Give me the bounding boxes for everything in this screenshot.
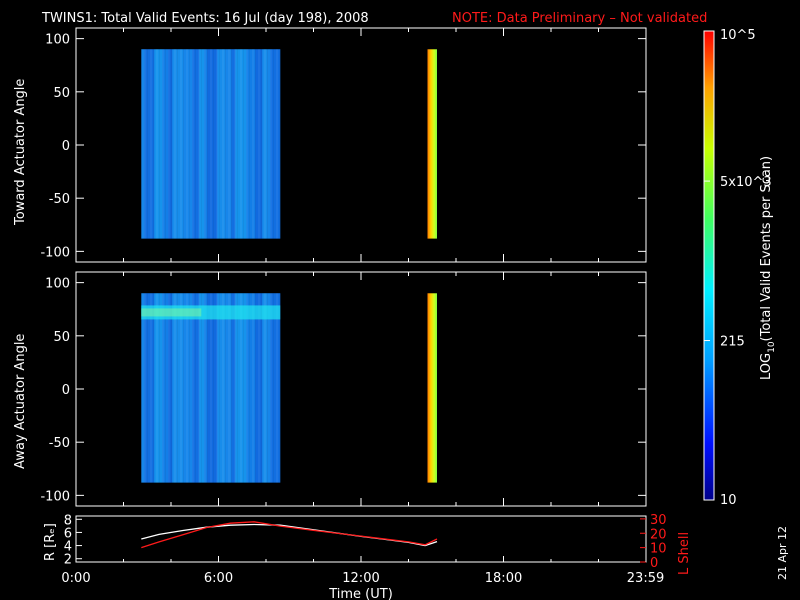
heatmap-band-peak bbox=[141, 308, 202, 317]
y-tick-label: 0 bbox=[62, 383, 70, 398]
y-tick-label: 100 bbox=[45, 277, 70, 292]
y-tick-label: -100 bbox=[40, 245, 70, 260]
left-y-tick-label: 6 bbox=[64, 526, 72, 541]
colorbar-tick-label: 215 bbox=[720, 335, 745, 350]
x-tick-label: 12:00 bbox=[342, 571, 379, 586]
away-panel: -100 -50 0 50 100 Away Actuator Angle bbox=[13, 271, 647, 507]
colorbar-tick-label: 10 bbox=[720, 493, 737, 508]
colorbar-label: LOG10(Total Valid Events per Scan) bbox=[759, 156, 777, 380]
toward-panel: -100 -50 0 50 100 Toward Actuator Angle bbox=[13, 27, 647, 263]
left-y-tick-label: 4 bbox=[64, 540, 72, 555]
y-tick-label: 50 bbox=[53, 330, 70, 345]
y-tick-label: 50 bbox=[53, 86, 70, 101]
y-axis-label: Away Actuator Angle bbox=[13, 334, 28, 469]
colorbar-tick-label: 5x10^3 bbox=[720, 175, 772, 190]
right-y-tick-label: 30 bbox=[650, 513, 667, 528]
plot-frame bbox=[75, 515, 647, 563]
x-tick-label: 18:00 bbox=[485, 571, 522, 586]
left-y-tick-label: 2 bbox=[64, 553, 72, 568]
heatmap-block bbox=[141, 49, 281, 239]
y-tick-label: 100 bbox=[45, 33, 70, 48]
heatmap-block-high bbox=[427, 49, 437, 239]
x-tick-label: 23:59 bbox=[627, 571, 664, 586]
figure-title: TWINS1: Total Valid Events: 16 Jul (day … bbox=[41, 11, 369, 26]
colorbar-tick-label: 10^5 bbox=[720, 28, 756, 43]
y-tick-label: -50 bbox=[49, 436, 70, 451]
date-stamp: 21 Apr 12 bbox=[776, 526, 789, 580]
figure-note: NOTE: Data Preliminary – Not validated bbox=[452, 11, 707, 26]
right-y-tick-label: 20 bbox=[650, 527, 667, 542]
heatmap-texture bbox=[141, 49, 281, 239]
colorbar-gradient bbox=[703, 30, 715, 501]
x-tick-label: 6:00 bbox=[204, 571, 233, 586]
left-axis-label: R [Rₑ] bbox=[43, 523, 58, 561]
right-y-tick-label: 10 bbox=[650, 542, 667, 557]
left-y-tick-label: 8 bbox=[64, 513, 72, 528]
right-y-tick-label: 0 bbox=[650, 556, 658, 571]
heatmap-block-high bbox=[427, 293, 437, 483]
lshell-series-line bbox=[141, 521, 438, 549]
y-tick-label: -100 bbox=[40, 489, 70, 504]
right-axis-label: L Shell bbox=[677, 532, 692, 575]
heatmap-block bbox=[141, 293, 281, 483]
heatmap-texture bbox=[141, 293, 281, 483]
y-tick-label: 0 bbox=[62, 139, 70, 154]
y-axis-label: Toward Actuator Angle bbox=[13, 79, 28, 226]
x-axis-label: Time (UT) bbox=[328, 587, 393, 600]
y-tick-label: -50 bbox=[49, 192, 70, 207]
colorbar: LOG10(Total Valid Events per Scan) 10 215… bbox=[703, 28, 777, 508]
x-tick-label: 0:00 bbox=[61, 571, 90, 586]
heatmap-band bbox=[141, 305, 281, 320]
